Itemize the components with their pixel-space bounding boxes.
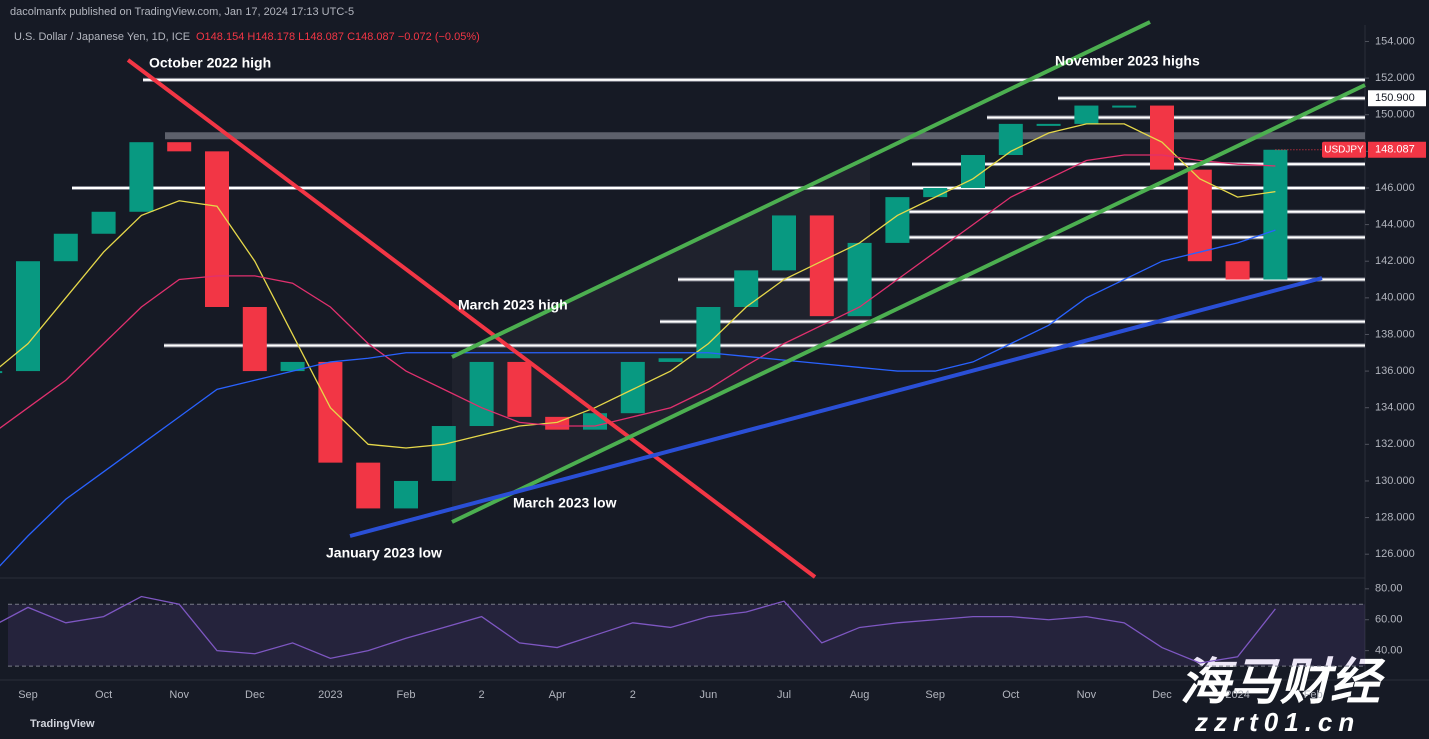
- channel-upper: [451, 20, 1151, 359]
- rsi-tick-label: 80.00: [1375, 583, 1403, 595]
- price-tag-label: 148.087: [1375, 144, 1415, 156]
- x-tick-label: Feb: [1304, 689, 1323, 701]
- level-tag-label: 150.900: [1375, 92, 1415, 104]
- y-tick-label: 134.000: [1375, 402, 1415, 414]
- x-tick-label: Sep: [925, 689, 945, 701]
- published-note: dacolmanfx published on TradingView.com,…: [10, 6, 354, 18]
- x-tick-label: Sep: [18, 689, 38, 701]
- candle-body: [658, 358, 683, 362]
- y-tick-label: 140.000: [1375, 292, 1415, 304]
- x-tick-label: Aug: [850, 689, 870, 701]
- candle-body: [91, 211, 116, 234]
- ohlc-summary: O148.154 H148.178 L148.087 C148.087 −0.0…: [196, 31, 480, 43]
- x-tick-label: Nov: [1077, 689, 1097, 701]
- y-tick-label: 138.000: [1375, 328, 1415, 340]
- rsi-line: [0, 595, 1276, 664]
- x-tick-label: Apr: [549, 689, 566, 701]
- x-tick-label: Nov: [169, 689, 189, 701]
- candle-body: [507, 361, 532, 417]
- candle-body: [469, 361, 494, 427]
- watermark-site: zzrt01.cn: [1194, 707, 1360, 737]
- x-tick-label: 2: [479, 689, 485, 701]
- y-tick-label: 154.000: [1375, 35, 1415, 47]
- downtrend-line: [126, 58, 817, 579]
- candle-body: [0, 371, 3, 374]
- y-tick-label: 146.000: [1375, 182, 1415, 194]
- candle-body: [847, 242, 872, 317]
- symbol-tag: [1322, 141, 1366, 158]
- price-tag: [1368, 141, 1426, 158]
- support-line: [349, 276, 1323, 538]
- moving-average: [0, 123, 1276, 449]
- level-tag: [1368, 90, 1426, 107]
- candle-body: [242, 306, 267, 372]
- candle-body: [16, 261, 40, 372]
- x-tick-label: 2: [630, 689, 636, 701]
- candle-body: [998, 123, 1023, 156]
- annotation: January 2023 low: [326, 545, 442, 561]
- candle-body: [431, 426, 456, 481]
- x-tick-label: Jul: [777, 689, 791, 701]
- candle-body: [1074, 105, 1099, 124]
- candle-body: [772, 215, 796, 271]
- channel-lower: [451, 83, 1366, 524]
- x-tick-label: Feb: [397, 689, 416, 701]
- y-tick-label: 142.000: [1375, 255, 1415, 267]
- moving-average: [0, 229, 1276, 567]
- y-tick-label: 152.000: [1375, 72, 1415, 84]
- candle-body: [1225, 261, 1250, 280]
- footer-brand: TradingView: [30, 718, 95, 730]
- candle-body: [356, 462, 381, 509]
- candle-body: [205, 151, 229, 307]
- x-tick-label: Dec: [1152, 689, 1172, 701]
- y-tick-label: 136.000: [1375, 365, 1415, 377]
- annotation: March 2023 low: [513, 495, 617, 511]
- candle-body: [1112, 105, 1137, 108]
- y-tick-label: 144.000: [1375, 218, 1415, 230]
- symbol-tag-label: USDJPY: [1324, 144, 1364, 155]
- annotation: November 2023 highs: [1055, 53, 1200, 69]
- y-tick-label: 132.000: [1375, 438, 1415, 450]
- channel-shade: [452, 156, 870, 522]
- rsi-band: [8, 604, 1365, 667]
- x-tick-label: Dec: [245, 689, 265, 701]
- x-tick-label: 2024: [1225, 689, 1249, 701]
- candle-body: [885, 197, 910, 243]
- watermark-title: 海马财经: [1180, 654, 1386, 710]
- candle-body: [129, 142, 154, 212]
- candle-body: [620, 361, 645, 414]
- candle-body: [923, 187, 948, 198]
- candle-body: [1036, 123, 1061, 126]
- candle-body: [280, 361, 305, 372]
- x-tick-label: Oct: [95, 689, 112, 701]
- x-tick-label: 2023: [318, 689, 342, 701]
- annotation: October 2022 high: [149, 55, 271, 71]
- candle-body: [1187, 169, 1212, 262]
- symbol-title: U.S. Dollar / Japanese Yen, 1D, ICE: [14, 31, 190, 43]
- y-tick-label: 130.000: [1375, 475, 1415, 487]
- moving-average: [0, 154, 1276, 429]
- x-tick-label: Jun: [700, 689, 718, 701]
- rsi-tick-label: 60.00: [1375, 614, 1403, 626]
- candle-body: [394, 480, 418, 509]
- candle-body: [318, 361, 343, 463]
- candle-body: [696, 306, 721, 359]
- y-tick-label: 126.000: [1375, 548, 1415, 560]
- rsi-tick-label: 40.00: [1375, 645, 1403, 657]
- candle-body: [1263, 149, 1288, 280]
- candle-body: [167, 142, 192, 152]
- y-tick-label: 128.000: [1375, 511, 1415, 523]
- y-tick-label: 150.000: [1375, 109, 1415, 121]
- x-tick-label: Oct: [1002, 689, 1019, 701]
- candle-body: [53, 233, 78, 262]
- annotation: March 2023 high: [458, 297, 568, 313]
